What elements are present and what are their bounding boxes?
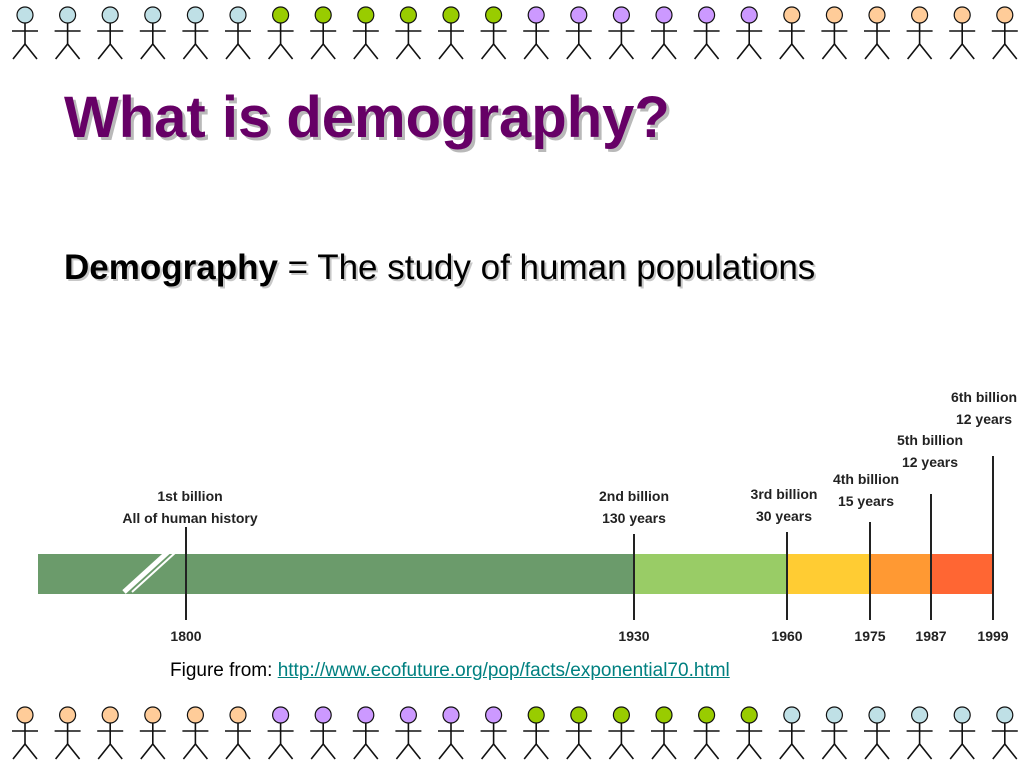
stick-figure-icon xyxy=(182,6,209,60)
stick-figure-icon xyxy=(480,706,507,760)
milestone-duration-label: 15 years xyxy=(838,493,894,509)
stick-figure-icon xyxy=(864,6,890,60)
stick-figure-icon xyxy=(12,6,38,60)
stick-figure-icon xyxy=(906,706,933,760)
stick-figure-icon xyxy=(949,6,976,60)
milestone-duration-label: 12 years xyxy=(902,454,958,470)
milestone-duration-label: 12 years xyxy=(956,411,1012,427)
timeline-break-mark-2 xyxy=(131,551,177,593)
stick-figure-icon xyxy=(352,6,379,60)
stick-figure-icon xyxy=(352,706,379,760)
stick-figure-icon xyxy=(182,706,209,760)
definition-line: Demography = The study of human populati… xyxy=(64,248,815,288)
bottom-figure-border xyxy=(12,706,1018,760)
milestone-billion-label: 6th billion xyxy=(951,389,1017,405)
stick-figure-icon xyxy=(565,706,592,760)
milestone-duration-label: All of human history xyxy=(122,510,258,526)
stick-figure-icon xyxy=(778,6,805,60)
stick-figure-icon xyxy=(821,706,848,760)
timeline-segment xyxy=(870,554,931,594)
milestone-billion-label: 1st billion xyxy=(157,488,222,504)
stick-figure-icon xyxy=(225,6,251,60)
stick-figure-icon xyxy=(523,6,550,60)
stick-figure-icon xyxy=(693,6,720,60)
stick-figure-icon xyxy=(906,6,933,60)
stick-figure-icon xyxy=(608,706,635,760)
milestone-year-label: 1930 xyxy=(618,628,649,644)
stick-figure-icon xyxy=(949,706,976,760)
stick-figure-icon xyxy=(565,6,592,60)
stick-figure-icon xyxy=(12,706,38,760)
stick-figure-icon xyxy=(480,6,507,60)
stick-figure-icon xyxy=(821,6,848,60)
stick-figure-icon xyxy=(310,706,337,760)
stick-figure-icon xyxy=(778,706,805,760)
stick-figure-icon xyxy=(139,6,166,60)
milestone-year-label: 1975 xyxy=(854,628,885,644)
stick-figure-icon xyxy=(54,706,81,760)
definition-term: Demography xyxy=(64,248,278,287)
top-figure-border xyxy=(12,6,1018,60)
timeline-segment xyxy=(634,554,787,594)
stick-figure-icon xyxy=(523,706,550,760)
milestone-year-label: 1960 xyxy=(771,628,802,644)
figure-caption: Figure from: http://www.ecofuture.org/po… xyxy=(170,660,730,682)
population-timeline: 1st billion All of human history 1800 2nd b… xyxy=(38,389,1017,644)
stick-figure-icon xyxy=(608,6,635,60)
milestone-year-label: 1999 xyxy=(977,628,1008,644)
stick-figure-icon xyxy=(97,706,124,760)
caption-prefix: Figure from: xyxy=(170,660,278,681)
stick-figure-icon xyxy=(736,6,763,60)
stick-figure-icon xyxy=(267,706,294,760)
stick-figure-icon xyxy=(651,6,677,60)
stick-figure-icon xyxy=(991,706,1018,760)
stick-figure-icon xyxy=(97,6,124,60)
stick-figure-icon xyxy=(54,6,81,60)
stick-figure-icon xyxy=(310,6,337,60)
stick-figure-icon xyxy=(651,706,677,760)
definition-separator: = xyxy=(277,248,318,287)
stick-figure-icon xyxy=(395,706,422,760)
stick-figure-icon xyxy=(864,706,890,760)
stick-figure-icon xyxy=(991,6,1018,60)
stick-figure-icon xyxy=(438,706,464,760)
stick-figure-icon xyxy=(225,706,251,760)
timeline-segment xyxy=(931,554,993,594)
stick-figure-icon xyxy=(693,706,720,760)
milestone-duration-label: 130 years xyxy=(602,510,666,526)
timeline-break-mark xyxy=(122,550,170,594)
milestone-billion-label: 4th billion xyxy=(833,471,899,487)
milestone-billion-label: 5th billion xyxy=(897,432,963,448)
stick-figure-icon xyxy=(395,6,422,60)
milestone-billion-label: 2nd billion xyxy=(599,488,669,504)
stick-figure-icon xyxy=(267,6,294,60)
stick-figure-icon xyxy=(139,706,166,760)
slide-title: What is demography? xyxy=(64,85,670,150)
milestone-billion-label: 3rd billion xyxy=(751,486,818,502)
source-link[interactable]: http://www.ecofuture.org/pop/facts/expon… xyxy=(277,660,730,681)
timeline-segment xyxy=(787,554,870,594)
milestone-duration-label: 30 years xyxy=(756,508,812,524)
definition-text: The study of human populations xyxy=(317,248,816,287)
stick-figure-icon xyxy=(438,6,464,60)
milestone-year-label: 1987 xyxy=(915,628,946,644)
milestone-year-label: 1800 xyxy=(170,628,201,644)
stick-figure-icon xyxy=(736,706,763,760)
